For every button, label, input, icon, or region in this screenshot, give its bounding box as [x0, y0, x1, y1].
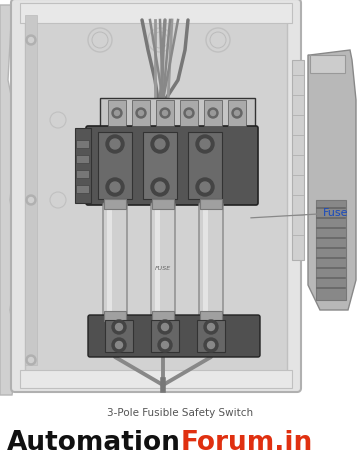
- Circle shape: [116, 342, 122, 349]
- Bar: [76, 155, 89, 163]
- Bar: [75, 128, 91, 203]
- Bar: [203, 209, 208, 311]
- Circle shape: [112, 338, 126, 352]
- Circle shape: [208, 108, 218, 118]
- Circle shape: [26, 195, 36, 205]
- Bar: [20, 3, 292, 23]
- Circle shape: [210, 111, 216, 115]
- Bar: [132, 100, 150, 126]
- Circle shape: [110, 182, 120, 192]
- Circle shape: [106, 135, 124, 153]
- Bar: [76, 170, 89, 178]
- Bar: [100, 98, 255, 128]
- Bar: [151, 320, 179, 352]
- Bar: [197, 320, 225, 352]
- Circle shape: [161, 323, 169, 331]
- Circle shape: [235, 111, 239, 115]
- Bar: [316, 200, 346, 300]
- Circle shape: [110, 139, 120, 149]
- Bar: [292, 60, 304, 260]
- Circle shape: [200, 139, 210, 149]
- Circle shape: [232, 108, 242, 118]
- Circle shape: [155, 139, 165, 149]
- Bar: [76, 140, 89, 148]
- Bar: [98, 132, 132, 199]
- Text: Automation: Automation: [7, 430, 181, 456]
- Bar: [204, 100, 222, 126]
- Bar: [108, 100, 126, 126]
- Circle shape: [112, 320, 126, 334]
- Circle shape: [204, 320, 218, 334]
- Circle shape: [151, 135, 169, 153]
- Bar: [152, 199, 174, 209]
- Circle shape: [161, 342, 169, 349]
- Circle shape: [151, 178, 169, 196]
- Polygon shape: [0, 5, 18, 395]
- Text: Forum.in: Forum.in: [181, 430, 313, 456]
- Circle shape: [139, 111, 144, 115]
- Circle shape: [158, 338, 172, 352]
- Circle shape: [162, 111, 168, 115]
- Circle shape: [155, 182, 165, 192]
- FancyBboxPatch shape: [11, 0, 301, 392]
- Circle shape: [196, 178, 214, 196]
- Circle shape: [184, 108, 194, 118]
- FancyBboxPatch shape: [86, 126, 258, 205]
- Circle shape: [106, 178, 124, 196]
- Polygon shape: [308, 50, 356, 310]
- Circle shape: [29, 198, 34, 202]
- Bar: [25, 12, 287, 382]
- Circle shape: [187, 111, 191, 115]
- Circle shape: [116, 323, 122, 331]
- FancyBboxPatch shape: [199, 203, 223, 317]
- Circle shape: [196, 135, 214, 153]
- Circle shape: [26, 35, 36, 45]
- Bar: [143, 132, 177, 199]
- Bar: [156, 100, 174, 126]
- Circle shape: [208, 323, 214, 331]
- Circle shape: [112, 108, 122, 118]
- FancyBboxPatch shape: [103, 203, 127, 317]
- Circle shape: [26, 355, 36, 365]
- Bar: [104, 199, 126, 209]
- Bar: [104, 311, 126, 321]
- FancyBboxPatch shape: [151, 203, 175, 317]
- Bar: [105, 320, 133, 352]
- Bar: [200, 199, 222, 209]
- Text: FUSE: FUSE: [155, 266, 171, 270]
- Bar: [228, 100, 246, 126]
- Circle shape: [158, 320, 172, 334]
- Text: Fuse: Fuse: [251, 208, 348, 218]
- Circle shape: [136, 108, 146, 118]
- Circle shape: [29, 38, 34, 42]
- Circle shape: [29, 358, 34, 362]
- Circle shape: [114, 111, 119, 115]
- Bar: [25, 15, 37, 365]
- Bar: [155, 209, 160, 311]
- Bar: [180, 100, 198, 126]
- Bar: [76, 185, 89, 193]
- Circle shape: [208, 342, 214, 349]
- Circle shape: [160, 108, 170, 118]
- Circle shape: [200, 182, 210, 192]
- FancyBboxPatch shape: [88, 315, 260, 357]
- Bar: [107, 209, 112, 311]
- Bar: [20, 370, 292, 388]
- Bar: [152, 311, 174, 321]
- Bar: [188, 132, 222, 199]
- Bar: [310, 55, 345, 73]
- Circle shape: [204, 338, 218, 352]
- Text: 3-Pole Fusible Safety Switch: 3-Pole Fusible Safety Switch: [107, 408, 253, 418]
- Bar: [200, 311, 222, 321]
